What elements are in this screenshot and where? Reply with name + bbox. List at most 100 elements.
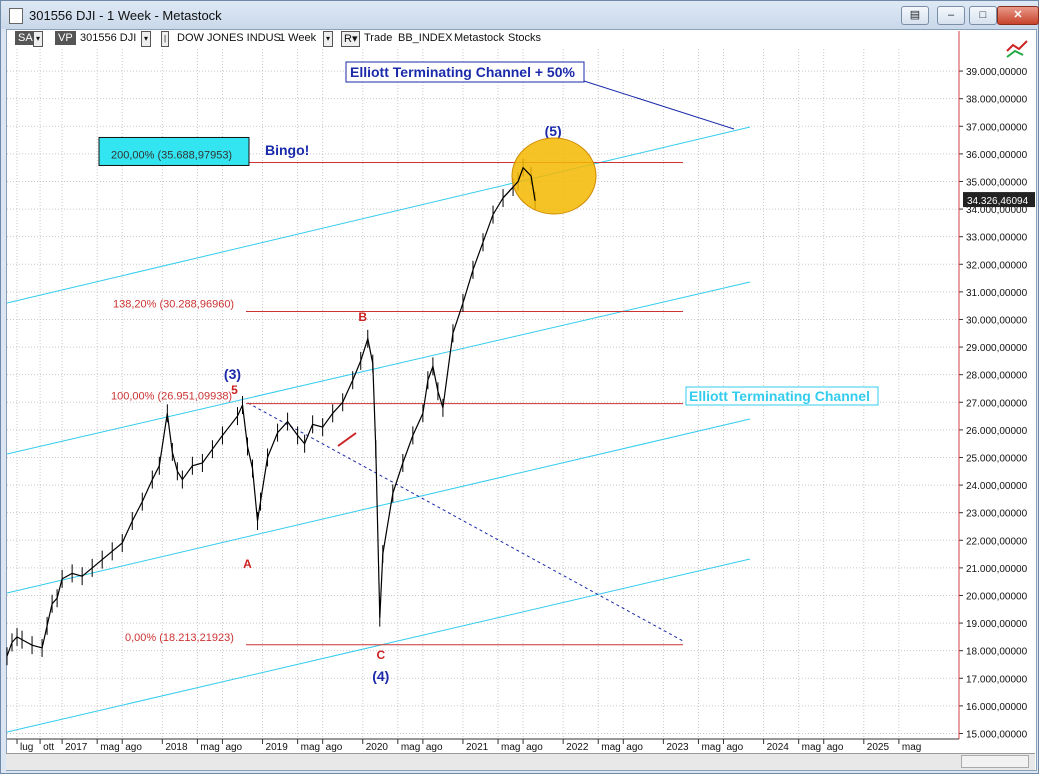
y-tick-label: 39.000,00000 — [966, 67, 1028, 78]
last-price-value: 34.326,46094 — [967, 196, 1029, 207]
channel-line — [6, 558, 751, 733]
trend-indicator-icon-secondary — [1006, 49, 1024, 58]
y-tick-label: 35.000,00000 — [966, 177, 1028, 188]
x-tick-label: 2022 — [566, 742, 589, 753]
fib-level-label: 0,00% (18.213,21923) — [125, 632, 234, 644]
trade-label: Trade — [364, 32, 393, 44]
channel-label-box — [685, 386, 879, 406]
y-tick-label: 23.000,00000 — [966, 509, 1028, 520]
y-tick-label: 38.000,00000 — [966, 95, 1028, 106]
horizontal-scrollbar[interactable] — [961, 755, 1029, 768]
x-tick-label: mag — [701, 742, 720, 753]
x-tick-label: mag — [200, 742, 219, 753]
axes: 15.000,00000 16.000,00000 17.000,00000 18.0… — [7, 31, 1028, 753]
elliott-channels — [6, 80, 751, 733]
channel-label: Elliott Terminating Channel — [689, 388, 870, 404]
fib-level-label: 138,20% (30.288,96960) — [113, 299, 234, 311]
restore-button[interactable]: □ — [969, 6, 997, 25]
y-tick-label: 28.000,00000 — [966, 371, 1028, 382]
wave-5-highlight-circle — [511, 137, 597, 215]
chart-settings-icon[interactable]: ▤ — [901, 6, 929, 25]
annotations: Bingo! Elliott Terminating Channel + 50% E… — [265, 40, 1035, 406]
y-tick-label: 32.000,00000 — [966, 260, 1028, 271]
channel-line — [6, 281, 751, 455]
sa-button[interactable]: SA — [15, 31, 36, 45]
price-series — [6, 158, 536, 666]
x-tick-label: lug — [20, 742, 33, 753]
trend-indicator-icon — [1006, 40, 1028, 52]
x-tick-label: 2025 — [867, 742, 890, 753]
x-tick-label: mag — [100, 742, 119, 753]
x-tick-label: 2018 — [165, 742, 188, 753]
x-tick-label: mag — [802, 742, 821, 753]
chart-type-icon[interactable]: | — [161, 31, 170, 47]
x-tick-label: mag — [902, 742, 921, 753]
y-tick-label: 29.000,00000 — [966, 343, 1028, 354]
y-tick-label: 25.000,00000 — [966, 453, 1028, 464]
period-dropdown-icon[interactable]: ▾ — [323, 31, 334, 47]
fib-level-label: 100,00% (26.951,09938) — [111, 391, 232, 403]
channel-50-label: Elliott Terminating Channel + 50% — [350, 64, 575, 80]
dji-price-line — [6, 166, 536, 657]
x-tick-label: ago — [727, 742, 744, 753]
data-provider: Metastock — [454, 32, 505, 44]
x-tick-label: 2019 — [266, 742, 289, 753]
title-bar[interactable]: 301556 DJI - 1 Week - Metastock ▤ – □ ✕ — [1, 1, 1039, 29]
x-tick-label: mag — [301, 742, 320, 753]
fib-target-box — [98, 136, 250, 166]
y-tick-label: 37.000,00000 — [966, 122, 1028, 133]
refresh-mode-button[interactable]: R▾ — [341, 31, 361, 47]
channel-line — [6, 126, 751, 304]
y-tick-label: 36.000,00000 — [966, 150, 1028, 161]
x-tick-label: mag — [501, 742, 520, 753]
wave-label: A — [243, 557, 252, 571]
x-tick-label: ago — [225, 742, 242, 753]
channel-line — [6, 418, 751, 594]
y-tick-label: 31.000,00000 — [966, 288, 1028, 299]
y-tick-label: 21.000,00000 — [966, 564, 1028, 575]
close-button[interactable]: ✕ — [997, 6, 1039, 25]
x-tick-label: 2020 — [366, 742, 389, 753]
wave-label: (3) — [224, 366, 241, 382]
wave-label: 5 — [231, 383, 238, 397]
symbol-field[interactable]: 301556 DJI — [80, 32, 137, 44]
projection-line — [247, 402, 684, 642]
y-tick-label: 22.000,00000 — [966, 536, 1028, 547]
vp-button[interactable]: VP — [55, 31, 76, 45]
trend-stub — [337, 432, 357, 447]
x-tick-label: ago — [326, 742, 343, 753]
sa-dropdown-icon[interactable]: ▾ — [33, 31, 44, 47]
y-tick-label: 19.000,00000 — [966, 619, 1028, 630]
x-tick-label: ago — [426, 742, 443, 753]
y-tick-label: 17.000,00000 — [966, 674, 1028, 685]
data-source: BB_INDEX — [398, 32, 453, 44]
fib-level-label: 200,00% (35.688,97953) — [111, 149, 232, 161]
bingo-annotation: Bingo! — [265, 142, 309, 158]
x-tick-label: 2024 — [767, 742, 790, 753]
y-tick-label: 33.000,00000 — [966, 233, 1028, 244]
x-tick-label: ott — [43, 742, 54, 753]
x-tick-label: 2017 — [65, 742, 88, 753]
wave-labels: (3)5 A B C (4) (5) — [224, 123, 562, 684]
wave-label: C — [376, 648, 385, 662]
x-tick-label: mag — [601, 742, 620, 753]
channel-pointer-line — [583, 80, 735, 130]
x-tick-label: ago — [125, 742, 142, 753]
y-tick-label: 18.000,00000 — [966, 647, 1028, 658]
chart-document-icon — [9, 8, 23, 24]
y-tick-label: 26.000,00000 — [966, 426, 1028, 437]
period-field[interactable]: 1 Week — [279, 32, 317, 44]
x-tick-label: 2021 — [466, 742, 489, 753]
x-tick-label: ago — [827, 742, 844, 753]
x-tick-label: ago — [626, 742, 643, 753]
y-tick-label: 30.000,00000 — [966, 315, 1028, 326]
x-tick-label: 2023 — [666, 742, 689, 753]
minimize-button[interactable]: – — [937, 6, 965, 25]
window-title: 301556 DJI - 1 Week - Metastock — [29, 8, 222, 23]
fibonacci-levels: 200,00% (35.688,97953) 138,20% (30.288,96… — [98, 136, 683, 646]
wave-label: B — [358, 310, 367, 324]
x-tick-label: mag — [401, 742, 420, 753]
symbol-dropdown-icon[interactable]: ▾ — [141, 31, 152, 47]
